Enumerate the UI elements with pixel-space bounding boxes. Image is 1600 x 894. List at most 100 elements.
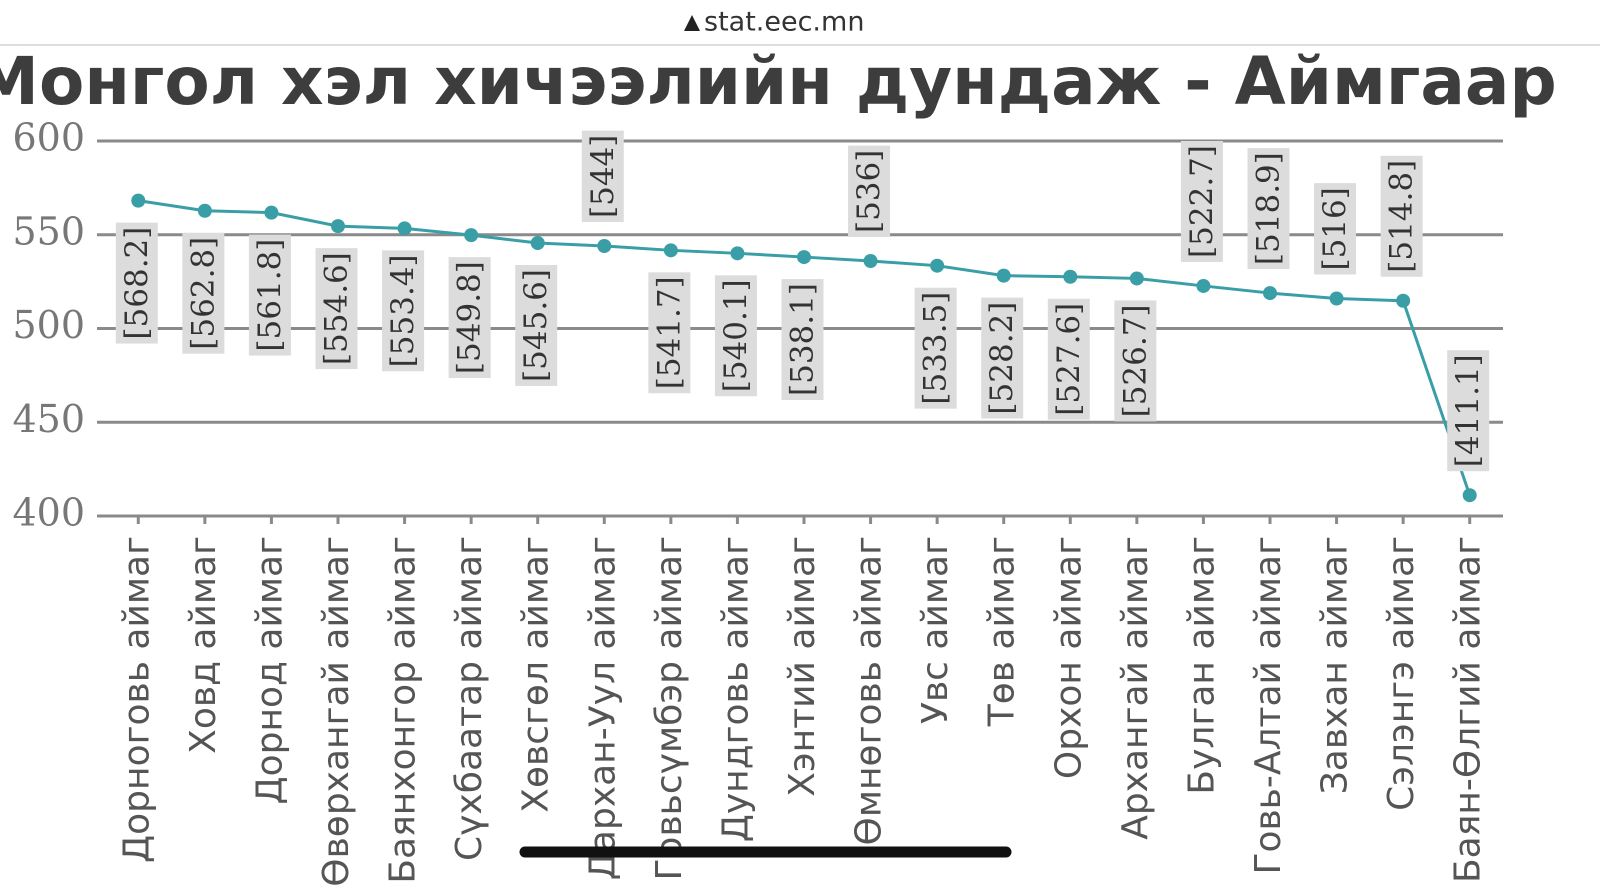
value-label: [540.1] — [718, 279, 754, 392]
value-label: [522.7] — [1184, 145, 1220, 258]
data-point — [1129, 271, 1144, 286]
x-tick-group: Баян-Өлгий аймаг — [1448, 536, 1489, 883]
value-label-group: [518.9] — [1247, 148, 1290, 270]
x-tick-group: Архангай аймаг — [1115, 536, 1156, 840]
data-point — [797, 250, 811, 265]
x-tick-label: Булган аймаг — [1181, 536, 1222, 795]
value-label-group: [561.8] — [248, 234, 291, 356]
x-tick-label: Дундговь аймаг — [715, 536, 756, 842]
x-tick-group: Дорнод аймаг — [249, 536, 290, 805]
x-tick-group: Сүхбаатар аймаг — [449, 536, 490, 861]
x-tick-group: Говьсүмбэр аймаг — [649, 536, 690, 881]
value-label: [568.2] — [119, 227, 155, 340]
data-point — [1263, 286, 1277, 301]
value-label-bg — [1447, 350, 1490, 472]
value-label: [516] — [1317, 187, 1353, 270]
x-tick-label: Хөвсгөл аймаг — [516, 536, 557, 813]
chart-title: Монгол хэл хичээлийн дундаж - Аймгаар — [0, 43, 1557, 120]
value-label: [554.6] — [319, 252, 355, 365]
data-point — [1462, 488, 1477, 503]
value-label-group: [544] — [581, 130, 624, 222]
value-label-bg — [714, 275, 757, 397]
value-label-bg — [1314, 183, 1357, 275]
value-label: [561.8] — [252, 239, 288, 352]
value-label-group: [527.6] — [1047, 298, 1090, 420]
data-point — [1396, 293, 1411, 308]
data-point — [1196, 278, 1211, 293]
value-label-group: [526.7] — [1114, 300, 1157, 422]
value-label: [553.4] — [385, 254, 421, 367]
x-tick-label: Өмнөговь аймаг — [849, 536, 890, 845]
x-tick-label: Увс аймаг — [915, 536, 956, 724]
x-tick-label: Говь-Алтай аймаг — [1248, 536, 1289, 875]
value-label: [562.8] — [185, 237, 221, 350]
x-tick-group: Хэнтий аймаг — [782, 536, 823, 797]
x-tick-group: Увс аймаг — [915, 536, 956, 724]
x-tick-group: Дорноговь аймаг — [116, 536, 157, 863]
data-point — [264, 205, 279, 220]
y-tick-label: 400 — [12, 491, 85, 535]
x-tick-label: Баян-Өлгий аймаг — [1448, 536, 1489, 883]
data-point — [530, 236, 545, 250]
x-tick-group: Баянхонгор аймаг — [383, 536, 424, 884]
x-tick-label: Орхон аймаг — [1048, 536, 1089, 779]
value-label-bg — [581, 130, 624, 222]
value-label: [527.6] — [1051, 303, 1087, 416]
x-tick-group: Орхон аймаг — [1048, 536, 1089, 779]
data-point — [930, 258, 945, 273]
value-label: [545.6] — [518, 269, 554, 382]
value-label-group: [549.8] — [448, 257, 491, 379]
x-tick-group: Говь-Алтай аймаг — [1248, 536, 1289, 875]
value-label: [544] — [585, 135, 621, 218]
data-point — [331, 219, 345, 234]
x-tick-label: Хэнтий аймаг — [782, 536, 823, 797]
data-point — [663, 243, 678, 258]
value-label-group: [545.6] — [515, 265, 558, 386]
value-label-group: [540.1] — [714, 275, 757, 397]
x-tick-label: Сүхбаатар аймаг — [449, 536, 490, 861]
data-point — [597, 239, 612, 253]
data-point — [996, 268, 1011, 283]
value-label-group: [536] — [848, 145, 891, 237]
value-label-bg — [248, 234, 291, 356]
value-label-group: [411.1] — [1447, 350, 1490, 472]
value-label-bg — [848, 145, 891, 237]
data-point — [131, 193, 146, 208]
value-label-bg — [981, 297, 1024, 419]
value-label: [541.7] — [651, 276, 687, 389]
x-tick-group: Сэлэнгэ аймаг — [1381, 536, 1422, 811]
value-label-group: [533.5] — [914, 287, 957, 409]
x-tick-group: Завхан аймаг — [1315, 536, 1356, 794]
url[interactable]: stat.eec.mn — [704, 7, 864, 38]
value-label-bg — [1380, 155, 1423, 277]
plot: 400 450 500 550 600 Дорноговь аймаг Ховд аймаг… — [12, 116, 1503, 887]
value-label-bg — [648, 272, 691, 394]
value-label: [536] — [851, 150, 887, 233]
value-label-bg — [781, 279, 824, 400]
x-tick-group: Өвөрхангай аймаг — [316, 536, 357, 887]
x-tick-group: Дархан-Уул аймаг — [582, 536, 623, 880]
value-label: [549.8] — [452, 261, 488, 374]
lock-icon — [684, 15, 700, 31]
data-point — [464, 228, 479, 243]
y-tick-label: 450 — [12, 397, 85, 441]
x-tick-group: Төв аймаг — [982, 536, 1023, 727]
value-label-group: [554.6] — [315, 248, 358, 370]
value-label: [526.7] — [1117, 304, 1153, 417]
value-label-bg — [1047, 298, 1090, 420]
data-point — [197, 203, 212, 218]
x-tick-group: Дундговь аймаг — [715, 536, 756, 842]
value-label-group: [514.8] — [1380, 155, 1423, 277]
value-label-bg — [515, 265, 558, 386]
x-tick-label: Дорноговь аймаг — [116, 536, 157, 863]
x-tick-label: Дархан-Уул аймаг — [582, 536, 623, 880]
value-label-group: [568.2] — [115, 222, 158, 344]
x-tick-group: Өмнөговь аймаг — [849, 536, 890, 845]
value-label: [533.5] — [918, 292, 954, 405]
value-label-bg — [448, 257, 491, 379]
x-tick-label: Завхан аймаг — [1315, 536, 1356, 794]
value-label: [538.1] — [785, 283, 821, 396]
x-tick-label: Сэлэнгэ аймаг — [1381, 536, 1422, 811]
value-label-bg — [382, 250, 425, 372]
